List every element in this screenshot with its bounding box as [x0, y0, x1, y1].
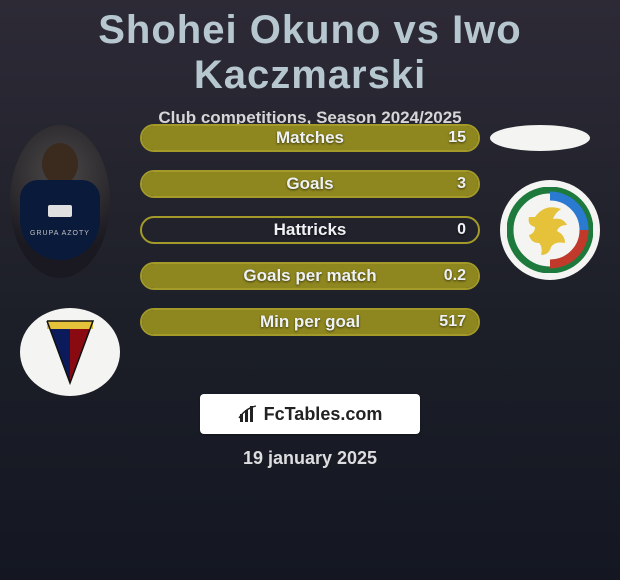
stat-label: Min per goal: [142, 310, 478, 334]
brand-text: FcTables.com: [264, 404, 383, 425]
player-left-head: [42, 143, 78, 185]
stat-label: Goals: [142, 172, 478, 196]
snapshot-date: 19 january 2025: [0, 448, 620, 469]
stat-row: Hattricks0: [140, 216, 480, 244]
stat-row: Goals per match0.2: [140, 262, 480, 290]
player-left-sponsor: GRUPA AZOTY: [30, 230, 90, 238]
club-left-badge: [20, 308, 120, 396]
stat-label: Goals per match: [142, 264, 478, 288]
stat-value: 0.2: [444, 264, 466, 288]
page-title: Shohei Okuno vs Iwo Kaczmarski: [0, 0, 620, 98]
stat-value: 3: [457, 172, 466, 196]
player-left-jersey: [20, 180, 100, 260]
stat-label: Hattricks: [142, 218, 478, 242]
pennant-icon: [43, 317, 97, 387]
stat-label: Matches: [142, 126, 478, 150]
player-right-avatar-placeholder: [490, 125, 590, 151]
club-right-badge: [500, 180, 600, 280]
player-left-jersey-badge: [48, 205, 72, 217]
stat-value: 517: [439, 310, 466, 334]
stat-row: Goals3: [140, 170, 480, 198]
stats-panel: Matches15 Goals3 Hattricks0 Goals per match…: [140, 124, 480, 354]
stat-row: Min per goal517: [140, 308, 480, 336]
brand-badge[interactable]: FcTables.com: [200, 394, 420, 434]
stat-value: 15: [448, 126, 466, 150]
stat-row: Matches15: [140, 124, 480, 152]
stat-value: 0: [457, 218, 466, 242]
player-left-avatar: GRUPA AZOTY: [10, 125, 110, 278]
bar-chart-icon: [238, 404, 258, 424]
crest-icon: [507, 187, 593, 273]
